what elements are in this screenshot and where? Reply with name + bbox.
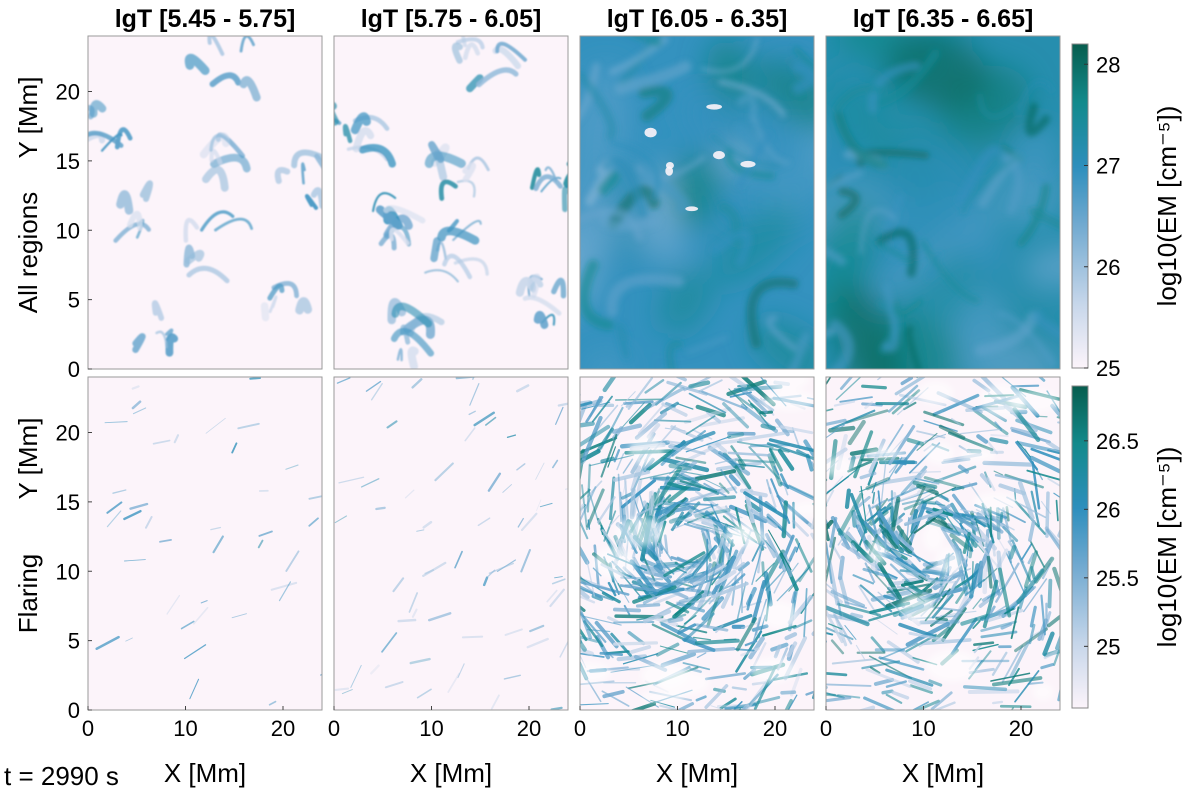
heatmap-panel-r1-c1 — [333, 376, 569, 711]
colorbar-tick-label: 26.5 — [1096, 429, 1139, 454]
column-title-1: lgT [5.75 - 6.05] — [361, 5, 542, 33]
heatmap-panel-r0-c2 — [579, 35, 815, 370]
y-tick-label: 20 — [56, 421, 80, 446]
x-axis-labels: X [Mm] X [Mm] X [Mm] X [Mm] — [164, 758, 984, 788]
y-tick-label: 0 — [68, 698, 80, 723]
colorbar-tick-label: 25 — [1096, 634, 1120, 659]
y-tick-label: 15 — [56, 490, 80, 515]
y-tick-label: 10 — [56, 218, 80, 243]
colorbar-label-group: log10(EM [cm⁻⁵]) — [1152, 447, 1182, 648]
heatmap-panel-r1-c2 — [579, 376, 815, 711]
bright-point — [685, 206, 699, 212]
x-tick-label: 10 — [173, 716, 197, 741]
row-name-label: Flaring — [13, 554, 43, 633]
y-tick-label: 5 — [68, 629, 80, 654]
y-tick-label: 20 — [56, 80, 80, 105]
colorbar-tick-label: 26 — [1096, 255, 1120, 280]
x-axis-label: X [Mm] — [164, 758, 246, 788]
y-tick-label: 15 — [56, 149, 80, 174]
colorbar-tick-label: 26 — [1096, 497, 1120, 522]
colorbar-tick-label: 25 — [1096, 356, 1120, 381]
colorbar-tick-label: 27 — [1096, 154, 1120, 179]
y-tick-label: 5 — [68, 288, 80, 313]
bright-point — [706, 104, 723, 110]
y-axis-label: Y [Mm] — [13, 77, 43, 159]
colorbar-gradient — [1071, 385, 1089, 709]
x-tick-label: 10 — [665, 716, 689, 741]
x-tick-label: 10 — [419, 716, 443, 741]
bright-point — [644, 127, 657, 138]
panel-frame — [333, 376, 569, 711]
x-tick-label: 20 — [763, 716, 787, 741]
x-tick-label: 0 — [328, 716, 340, 741]
timestamp-label: t = 2990 s — [4, 761, 119, 791]
colorbar-label: log10(EM [cm⁻⁵]) — [1152, 447, 1182, 648]
x-axis-label: X [Mm] — [656, 758, 738, 788]
colorbar-label: log10(EM [cm⁻⁵]) — [1152, 106, 1182, 307]
heatmap-panel-r1-c3 — [825, 376, 1061, 711]
heatmap-panel-r1-c0 — [87, 376, 323, 711]
panel-frame — [579, 376, 815, 711]
y-axis-label: Y [Mm] — [13, 418, 43, 500]
bright-point — [740, 160, 756, 168]
panel-frame — [825, 35, 1061, 370]
panel-frame — [333, 35, 569, 370]
y-tick-label: 0 — [68, 357, 80, 382]
colorbar-tick-label: 28 — [1096, 52, 1120, 77]
panel-frame — [825, 376, 1061, 711]
x-tick-label: 0 — [574, 716, 586, 741]
panel-frame — [87, 376, 323, 711]
x-axis-label: X [Mm] — [902, 758, 984, 788]
row-label-group-1: Flaring Y [Mm] — [13, 418, 43, 634]
x-tick-label: 0 — [82, 716, 94, 741]
row-label-group-0: All regions Y [Mm] — [13, 77, 43, 314]
colorbar-label-group: log10(EM [cm⁻⁵]) — [1152, 106, 1182, 307]
x-tick-label: 20 — [1009, 716, 1033, 741]
colorbars: 25 26 27 28 log10(EM [cm⁻⁵]) 25 25.5 26 26.5 log1… — [1071, 43, 1182, 709]
colorbar-gradient — [1071, 43, 1089, 369]
row-labels: All regions Y [Mm] Flaring Y [Mm] — [13, 77, 43, 634]
panel-frame — [87, 35, 323, 370]
panel-grid — [87, 35, 1061, 711]
x-axis-label: X [Mm] — [410, 758, 492, 788]
panel-background — [334, 36, 568, 369]
colorbar-0: 25 26 27 28 log10(EM [cm⁻⁵]) — [1071, 43, 1182, 381]
x-tick-label: 10 — [911, 716, 935, 741]
x-tick-label: 20 — [271, 716, 295, 741]
bright-point — [665, 162, 674, 169]
column-title-3: lgT [6.35 - 6.65] — [853, 5, 1034, 33]
colorbar-tick-label: 25.5 — [1096, 566, 1139, 591]
x-tick-label: 0 — [820, 716, 832, 741]
panel-background — [334, 377, 568, 710]
row-name-label: All regions — [13, 192, 43, 313]
heatmap-panel-r0-c0 — [87, 35, 323, 370]
y-tick-label: 10 — [56, 559, 80, 584]
panel-background — [88, 377, 322, 710]
axis-ticks: 0 5 10 15 20 0 5 10 15 20 0 10 20 0 10 20 0 10 20 0 10 20 — [56, 80, 1034, 742]
colorbar-1: 25 25.5 26 26.5 log10(EM [cm⁻⁵]) — [1071, 385, 1182, 709]
column-titles: lgT [5.45 - 5.75] lgT [5.75 - 6.05] lgT [6… — [115, 5, 1034, 33]
heatmap-panel-r0-c3 — [825, 35, 1061, 370]
heatmap-panel-r0-c1 — [333, 35, 569, 370]
panel-frame — [579, 35, 815, 370]
column-title-2: lgT [6.05 - 6.35] — [607, 5, 788, 33]
bright-point — [713, 151, 725, 160]
x-tick-label: 20 — [517, 716, 541, 741]
column-title-0: lgT [5.45 - 5.75] — [115, 5, 296, 33]
